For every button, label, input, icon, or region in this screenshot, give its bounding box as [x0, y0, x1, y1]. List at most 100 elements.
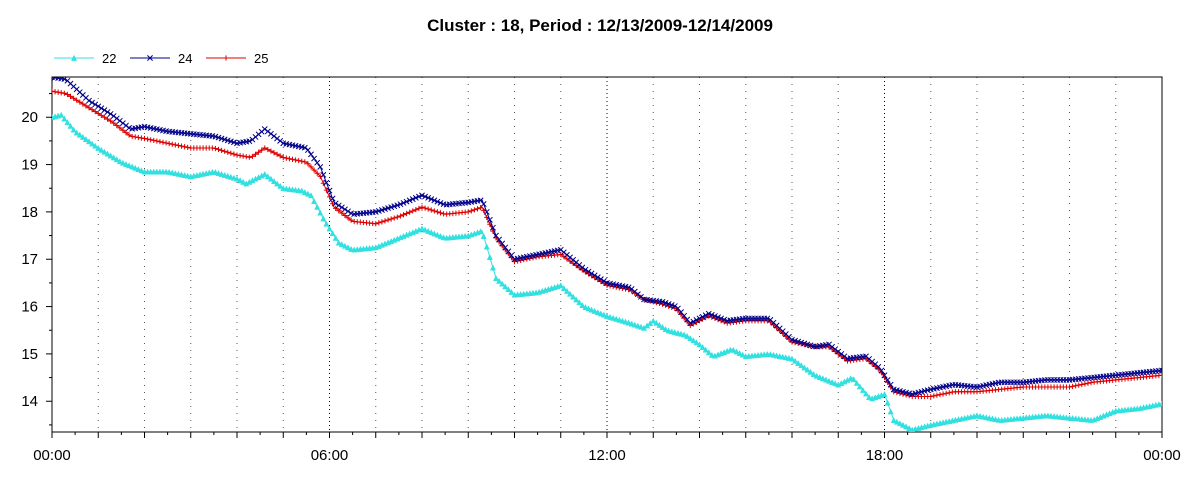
axis-ticks: 00:00 06:00 12:00 18:00 00:00 14 15 16 17 18 19 20	[21, 93, 1181, 464]
data-point	[625, 284, 632, 291]
data-point	[801, 364, 808, 371]
data-point	[690, 318, 697, 325]
data-point	[502, 283, 509, 290]
data-point	[277, 182, 284, 189]
y-tick-label: 20	[21, 109, 38, 126]
data-point	[437, 199, 444, 206]
data-point	[711, 313, 718, 319]
data-point	[107, 152, 114, 159]
data-point	[859, 386, 866, 393]
data-point	[79, 133, 86, 140]
data-point	[431, 208, 437, 214]
data-point	[299, 158, 305, 164]
data-point	[271, 133, 277, 140]
data-point	[410, 208, 416, 214]
data-point	[899, 421, 907, 428]
x-tick-label: 12:00	[588, 447, 626, 464]
data-point	[163, 140, 169, 146]
data-point	[268, 148, 274, 154]
data-point	[594, 274, 601, 281]
data-point	[117, 125, 123, 131]
data-point	[113, 156, 120, 163]
data-point	[379, 219, 385, 225]
series-24	[52, 77, 1162, 398]
data-point	[160, 139, 166, 145]
data-point	[111, 120, 117, 126]
data-point	[104, 109, 111, 115]
data-point	[693, 317, 700, 323]
data-point	[619, 317, 626, 324]
data-point	[764, 315, 771, 322]
data-point	[292, 157, 299, 163]
data-point	[61, 115, 68, 122]
data-point	[560, 284, 567, 291]
data-point	[887, 408, 894, 415]
data-point	[1066, 384, 1073, 390]
series-25	[52, 88, 1162, 400]
data-point	[107, 118, 114, 124]
data-point	[154, 138, 160, 144]
data-point	[653, 319, 660, 326]
data-point	[822, 376, 829, 383]
data-point	[841, 353, 848, 360]
data-point	[329, 201, 336, 207]
x-tick-label: 00:00	[1143, 447, 1181, 464]
data-point	[308, 151, 314, 158]
data-point	[341, 206, 348, 213]
data-point	[616, 316, 623, 323]
data-point	[684, 332, 691, 339]
data-point	[283, 155, 289, 161]
data-point	[736, 349, 743, 356]
data-point	[329, 195, 336, 202]
data-point	[819, 375, 826, 382]
data-point	[391, 215, 397, 221]
data-point	[1085, 380, 1091, 386]
data-point	[597, 276, 604, 283]
data-point	[341, 242, 348, 249]
data-point	[1158, 400, 1162, 407]
data-point	[70, 126, 77, 133]
data-point	[116, 117, 123, 124]
data-point	[566, 290, 574, 297]
data-point	[314, 203, 321, 210]
data-point	[699, 343, 706, 350]
data-point	[80, 101, 86, 107]
data-point	[314, 170, 320, 176]
data-point	[323, 187, 330, 193]
data-point	[425, 227, 432, 234]
data-point	[906, 424, 913, 431]
data-point	[255, 149, 262, 155]
data-point	[86, 105, 92, 111]
data-point	[416, 205, 422, 212]
data-point	[489, 224, 496, 231]
data-point	[681, 331, 688, 338]
data-point	[388, 216, 394, 222]
data-point	[1069, 383, 1076, 390]
data-point	[582, 304, 589, 311]
data-point	[477, 205, 484, 211]
data-point	[141, 135, 148, 142]
legend-marker-24	[147, 55, 153, 61]
data-point	[215, 169, 222, 176]
data-point	[222, 148, 228, 154]
data-point	[394, 214, 400, 220]
data-point	[474, 206, 481, 212]
data-point	[893, 418, 900, 425]
data-point	[148, 137, 154, 143]
data-point	[76, 131, 83, 138]
data-point	[135, 134, 141, 141]
data-point	[610, 314, 617, 321]
data-point	[252, 151, 259, 157]
data-point	[418, 225, 426, 232]
data-point	[847, 375, 854, 382]
data-point	[122, 160, 130, 167]
data-point	[940, 391, 946, 397]
data-point	[866, 393, 873, 400]
data-point	[928, 393, 934, 400]
data-point	[502, 244, 509, 251]
y-tick-label: 14	[21, 393, 38, 410]
data-point	[483, 208, 490, 215]
data-point	[708, 311, 715, 318]
data-point	[588, 306, 595, 313]
data-point	[853, 379, 860, 386]
